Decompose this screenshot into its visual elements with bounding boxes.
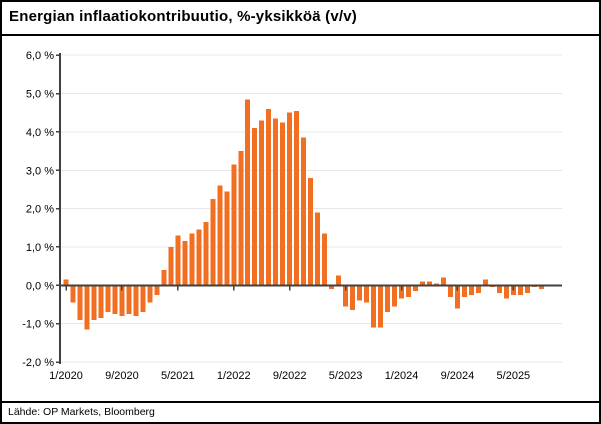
y-axis-label: 1,0 % [26,242,54,254]
x-axis-label: 1/2022 [217,370,251,382]
x-axis-label: 1/2024 [385,370,419,382]
bar [189,233,195,286]
y-axis-label: 3,0 % [26,165,54,177]
page-title: Energian inflaatiokontribuutio, %-yksikk… [9,8,357,25]
bar [301,137,307,286]
bar [126,285,132,315]
bar [91,285,97,320]
title-divider [2,34,599,36]
bar [350,285,356,311]
footer-divider [2,401,599,403]
bar [168,246,174,286]
bar [461,285,467,297]
bar [196,229,202,286]
bar [524,285,530,293]
bar [119,285,125,316]
bar [77,285,83,320]
bar [231,164,237,286]
bar [392,285,398,307]
bar [343,285,349,307]
bar [364,285,370,303]
bar [252,128,258,286]
x-axis-label: 9/2024 [441,370,475,382]
y-axis-label: 2,0 % [26,204,54,216]
bar [406,285,412,297]
bar [322,233,328,286]
bar [538,285,544,290]
bar [105,285,111,313]
x-axis-label: 5/2025 [497,370,531,382]
bar [84,285,90,330]
bar [273,118,279,286]
bar [147,285,153,303]
y-axis-label: 6,0 % [26,50,54,62]
bar [440,277,446,286]
bar [98,285,104,318]
y-axis-label: -2,0 % [22,357,54,369]
bar [266,108,272,286]
y-axis-label: 0,0 % [26,280,54,292]
bar [503,285,509,299]
bar [454,285,460,309]
bar [475,285,481,293]
x-axis-label: 5/2021 [161,370,195,382]
bar [468,285,474,295]
bar [413,285,418,292]
bar [210,199,216,286]
bar [426,281,432,286]
bar [447,285,453,297]
bar [175,235,181,286]
x-axis-label: 9/2020 [105,370,139,382]
bar [287,112,293,286]
bar [112,285,118,315]
bar [371,285,377,328]
x-axis-label: 1/2020 [49,370,83,382]
bar [315,212,321,286]
bar [224,191,230,286]
bar [133,285,139,316]
y-axis-label: -1,0 % [22,319,54,331]
bar [482,279,488,286]
bar [385,285,391,313]
bar [399,285,405,299]
bar [496,285,502,293]
bar [217,185,223,286]
bar [378,285,384,328]
bar [294,110,300,286]
bar [140,285,146,313]
bar [245,99,251,286]
bar [161,269,167,286]
bar [280,122,286,286]
bar [357,285,363,301]
x-axis-label: 9/2022 [273,370,307,382]
bar [70,285,76,303]
x-axis-label: 5/2023 [329,370,363,382]
bar [203,222,209,286]
bar [154,285,160,295]
bar [238,151,244,286]
bar [182,241,188,286]
source-note: Lähde: OP Markets, Bloomberg [8,406,155,418]
bar [308,177,314,286]
bar [517,285,523,295]
bar [329,285,335,290]
y-axis-label: 5,0 % [26,89,54,101]
y-axis-label: 4,0 % [26,127,54,139]
bar [259,120,265,286]
bar [63,279,69,286]
bar [336,275,342,286]
bar [419,281,425,286]
